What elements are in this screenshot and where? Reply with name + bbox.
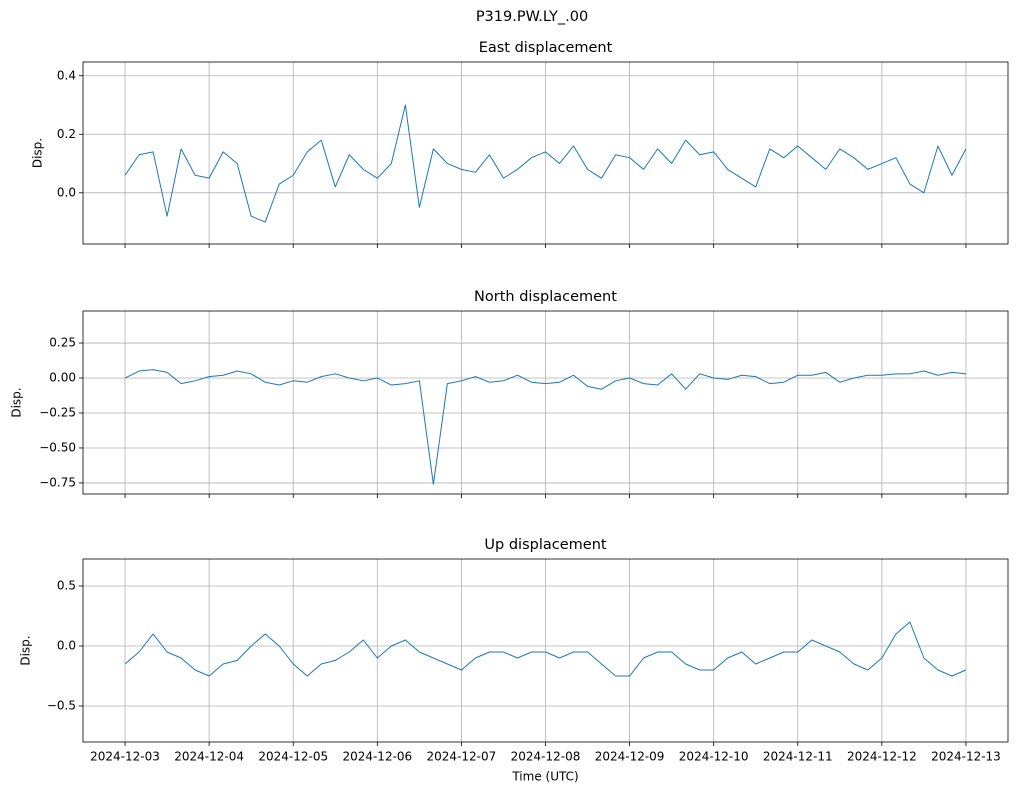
- y-axis-label: Disp.: [10, 387, 24, 417]
- data-line: [124, 369, 966, 485]
- x-tick-label: 2024-12-13: [931, 750, 1001, 764]
- y-tick-label: 0.25: [49, 336, 76, 350]
- x-tick-label: 2024-12-03: [90, 750, 160, 764]
- y-tick-label: −0.75: [39, 475, 76, 489]
- axes-frame: [82, 310, 1009, 495]
- y-tick-label: 0.0: [57, 639, 76, 653]
- y-axis-label: Disp.: [19, 635, 33, 665]
- y-tick-label: −0.25: [39, 405, 76, 419]
- x-tick-label: 2024-12-08: [511, 750, 581, 764]
- x-tick-label: 2024-12-10: [679, 750, 749, 764]
- y-tick-label: −0.50: [39, 440, 76, 454]
- subplot-title: North displacement: [474, 289, 617, 305]
- x-tick-label: 2024-12-12: [847, 750, 917, 764]
- x-axis-label: Time (UTC): [511, 770, 578, 784]
- subplot-title: East displacement: [479, 40, 613, 56]
- x-tick-label: 2024-12-11: [763, 750, 833, 764]
- x-tick-label: 2024-12-09: [595, 750, 665, 764]
- axes-frame: [82, 61, 1009, 245]
- x-tick-label: 2024-12-06: [342, 750, 412, 764]
- axes-frame: [82, 558, 1009, 743]
- y-axis-label: Disp.: [31, 138, 45, 168]
- x-tick-label: 2024-12-05: [258, 750, 328, 764]
- x-tick-label: 2024-12-04: [174, 750, 244, 764]
- data-line: [124, 621, 967, 677]
- y-tick-label: −0.5: [47, 699, 76, 713]
- subplot-title: Up displacement: [484, 537, 606, 553]
- y-tick-label: 0.5: [57, 579, 76, 593]
- y-tick-label: 0.4: [57, 68, 76, 82]
- x-tick-label: 2024-12-07: [427, 750, 497, 764]
- y-tick-label: 0.00: [49, 371, 76, 385]
- y-tick-label: 0.2: [57, 127, 76, 141]
- data-line: [124, 104, 967, 223]
- figure-title: P319.PW.LY_.00: [476, 9, 588, 25]
- y-tick-label: 0.0: [57, 185, 76, 199]
